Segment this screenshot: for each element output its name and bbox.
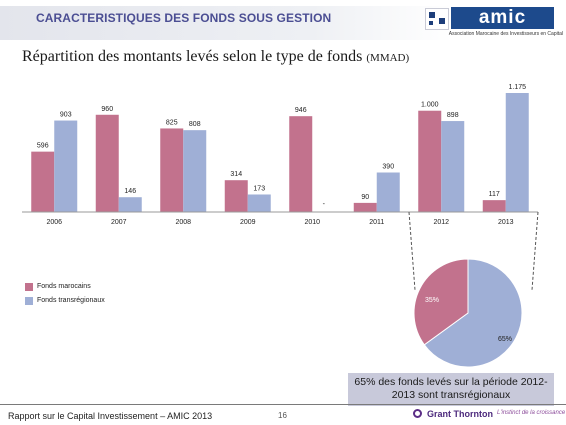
logo-wordmark: amic xyxy=(451,7,554,29)
x-tick-label: 2008 xyxy=(175,219,191,226)
logo-symbol-icon xyxy=(425,8,449,30)
data-label: 146 xyxy=(124,188,136,195)
pie-label-35: 35% xyxy=(425,297,439,304)
grant-thornton-icon xyxy=(413,409,422,418)
data-label: 596 xyxy=(37,143,49,150)
x-tick-label: 2006 xyxy=(46,219,62,226)
x-tick-label: 2013 xyxy=(498,219,514,226)
legend-swatch xyxy=(25,283,33,291)
x-tick-label: 2007 xyxy=(111,219,127,226)
x-tick-label: 2011 xyxy=(369,219,384,226)
data-label: 825 xyxy=(166,119,178,126)
bar-fonds-marocains-2013 xyxy=(482,200,506,212)
bar-fonds-marocains-2010 xyxy=(289,116,313,212)
chart-heading-unit: (MMAD) xyxy=(366,52,410,64)
page-title: CARACTERISTIQUES DES FONDS SOUS GESTION xyxy=(36,11,332,25)
data-label: 117 xyxy=(489,191,500,198)
chart-heading: Répartition des montants levés selon le … xyxy=(22,48,409,66)
data-label: 1.175 xyxy=(508,84,526,91)
brand-tagline: L'instinct de la croissance xyxy=(497,410,566,416)
pie-slice-fonds-transregionaux xyxy=(423,258,523,368)
bar-fonds-transregionaux-2012 xyxy=(441,121,465,212)
bar-fonds-marocains-2006 xyxy=(31,151,55,212)
bar-fonds-transregionaux-2008 xyxy=(183,130,207,212)
data-label: 390 xyxy=(382,164,394,171)
data-label: 314 xyxy=(230,171,242,178)
data-label: 960 xyxy=(101,106,113,113)
data-label: 903 xyxy=(60,112,72,119)
bar-fonds-transregionaux-2006 xyxy=(54,120,78,212)
grant-thornton-logo: Grant Thornton L'instinct de la croissan… xyxy=(413,408,566,422)
data-label: 808 xyxy=(189,121,201,128)
data-label: - xyxy=(323,201,326,208)
bar-fonds-transregionaux-2011 xyxy=(376,172,400,212)
legend-swatch xyxy=(25,297,33,305)
legend-label: Fonds marocains xyxy=(37,283,91,290)
bar-fonds-marocains-2011 xyxy=(353,202,377,212)
connector-left xyxy=(408,211,416,291)
bar-fonds-marocains-2008 xyxy=(160,128,184,212)
bar-fonds-transregionaux-2013 xyxy=(505,93,529,212)
callout-line-2: 2013 sont transrégionaux xyxy=(391,389,511,401)
logo-subtitle: Association Marocaine des Investisseurs … xyxy=(448,31,563,37)
legend-label: Fonds transrégionaux xyxy=(37,297,105,304)
pie-label-65: 65% xyxy=(498,336,512,343)
data-label: 1.000 xyxy=(421,102,439,109)
footer-divider xyxy=(0,404,566,405)
bar-fonds-marocains-2009 xyxy=(224,180,248,212)
callout-line-1: 65% des fonds levés sur la période 2012- xyxy=(354,376,548,388)
data-label: 173 xyxy=(253,185,265,192)
data-label: 898 xyxy=(447,112,459,119)
bar-fonds-transregionaux-2007 xyxy=(118,197,142,212)
connector-right xyxy=(531,211,539,291)
x-tick-label: 2010 xyxy=(304,219,320,226)
pie-slice-fonds-marocains xyxy=(413,258,469,346)
bar-fonds-transregionaux-2009 xyxy=(247,194,271,212)
data-label: 90 xyxy=(361,194,369,201)
page-number: 16 xyxy=(278,411,287,420)
bar-fonds-marocains-2012 xyxy=(418,110,442,212)
x-tick-label: 2012 xyxy=(433,219,449,226)
bar-fonds-marocains-2007 xyxy=(95,114,119,212)
amic-logo: amic Association Marocaine des Investiss… xyxy=(425,4,563,42)
x-tick-label: 2009 xyxy=(240,219,256,226)
footer-text: Rapport sur le Capital Investissement – … xyxy=(8,411,213,421)
chart-heading-text: Répartition des montants levés selon le … xyxy=(22,48,363,65)
brand-name: Grant Thornton xyxy=(427,409,493,419)
callout-box: 65% des fonds levés sur la période 2012-… xyxy=(348,373,554,406)
data-label: 946 xyxy=(295,107,307,114)
